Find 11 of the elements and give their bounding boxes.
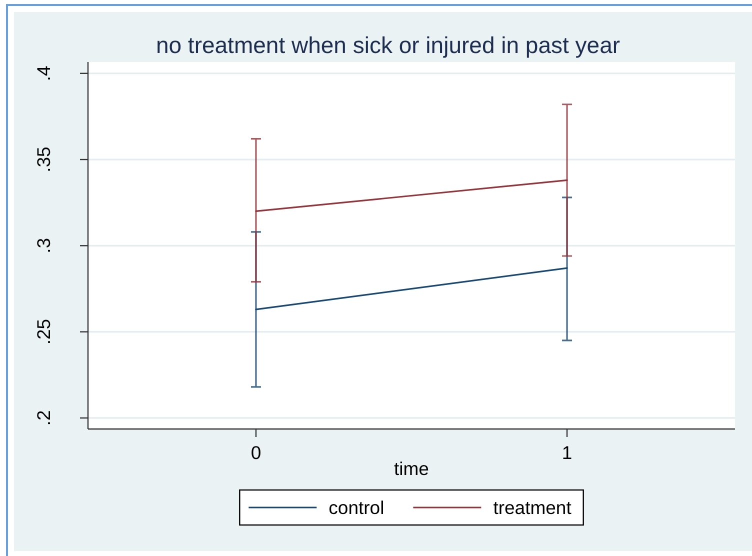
y-tick-label: .3 [33, 238, 54, 254]
legend-label: control [328, 496, 384, 518]
y-tick-label: .2 [33, 410, 54, 426]
y-tick-label: .35 [33, 146, 54, 172]
chart-title: no treatment when sick or injured in past year [156, 32, 620, 58]
legend-label: treatment [493, 496, 572, 518]
y-tick-label: .4 [33, 66, 54, 82]
y-tick-label: .25 [33, 318, 54, 345]
x-axis-title: time [394, 458, 429, 479]
x-tick-label: 1 [562, 442, 572, 464]
x-tick-label: 0 [250, 442, 262, 464]
